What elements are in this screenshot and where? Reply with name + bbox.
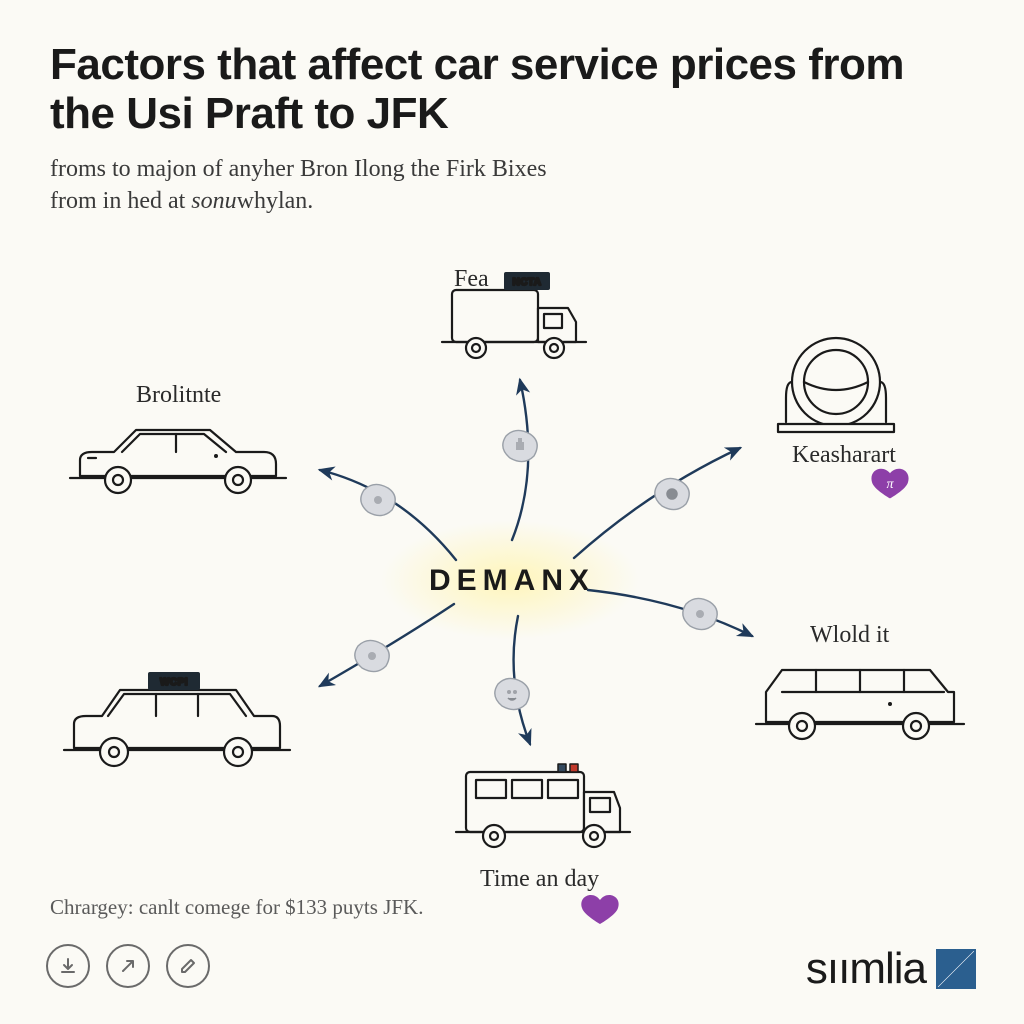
arrow-topright <box>574 448 740 558</box>
download-icon[interactable] <box>46 944 90 988</box>
svg-text:π: π <box>886 477 894 492</box>
blob-bottomleft <box>355 640 389 671</box>
share-icon[interactable] <box>106 944 150 988</box>
arrow-topleft <box>320 470 456 560</box>
node-right-label: Wlold it <box>810 622 889 649</box>
node-bottom-label: Time an day <box>480 866 599 893</box>
node-top-label: Fea <box>454 266 489 293</box>
blob-top <box>503 430 537 461</box>
brand-text: sıımlia <box>806 944 926 994</box>
infographic-page: Factors that affect car service prices f… <box>0 0 1024 1024</box>
blob-bottom <box>495 678 529 709</box>
node-topright-label: Keasharart <box>792 442 896 469</box>
brand-mark-icon <box>936 949 976 989</box>
page-title: Factors that affect car service prices f… <box>50 40 974 139</box>
page-subtitle: froms to majon of anyher Bron Ilong the … <box>50 153 974 218</box>
footer-note: Chrargey: canlt comege for $133 puyts JF… <box>50 895 423 920</box>
steering-icon <box>778 338 894 432</box>
subtitle-line2-ital: sonu <box>191 188 236 214</box>
node-topleft-label: Brolitnte <box>136 382 221 409</box>
arrow-bottomleft <box>320 604 454 686</box>
subtitle-line2-pre: from in hed at <box>50 188 191 214</box>
taxi-badge-text: WCPI <box>160 677 188 688</box>
blob-topleft <box>361 484 395 515</box>
brand: sıımlia <box>806 944 976 994</box>
suv-icon <box>756 670 964 739</box>
edit-icon[interactable] <box>166 944 210 988</box>
van-icon <box>456 764 630 847</box>
arrow-top <box>512 380 528 540</box>
action-icons <box>46 944 210 988</box>
taxi-icon: WCPI <box>64 672 290 766</box>
subtitle-line1: froms to majon of anyher Bron Ilong the … <box>50 156 547 182</box>
heart-icon <box>581 895 618 924</box>
truck-badge-text: NCTA <box>512 277 541 288</box>
arrow-bottom <box>514 616 530 744</box>
center-label: DEMANX <box>0 564 1024 598</box>
sedan-icon <box>70 430 286 493</box>
subtitle-line2-post: whylan. <box>237 188 314 214</box>
blob-topright <box>655 478 689 509</box>
blob-right <box>683 598 717 629</box>
pi-badge-icon: π <box>871 469 908 499</box>
